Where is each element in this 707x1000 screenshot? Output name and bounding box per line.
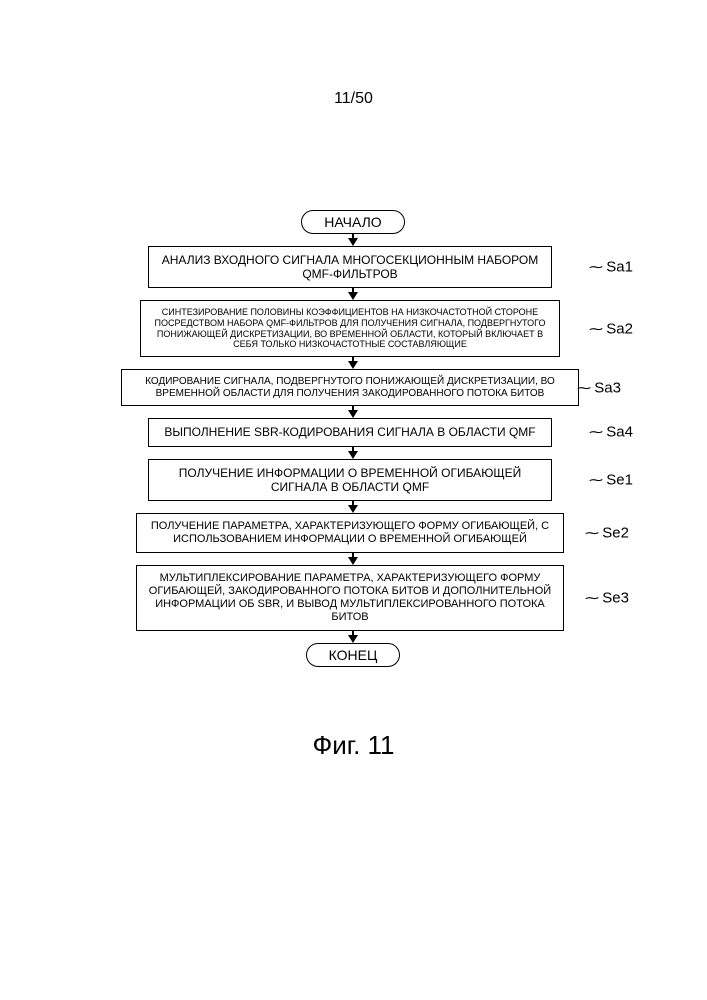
- end-label: КОНЕЦ: [306, 643, 401, 667]
- step-box: МУЛЬТИПЛЕКСИРОВАНИЕ ПАРАМЕТРА, ХАРАКТЕРИ…: [136, 565, 564, 631]
- step-label: Sa1: [606, 259, 633, 276]
- step-box: ВЫПОЛНЕНИЕ SBR-КОДИРОВАНИЯ СИГНАЛА В ОБЛ…: [148, 418, 552, 446]
- connector-icon: ⁓: [585, 589, 599, 606]
- figure-caption: Фиг. 11: [0, 730, 707, 761]
- step-box: ПОЛУЧЕНИЕ ИНФОРМАЦИИ О ВРЕМЕННОЙ ОГИБАЮЩ…: [148, 459, 552, 501]
- arrow-head-icon: [348, 238, 358, 246]
- step-row: КОДИРОВАНИЕ СИГНАЛА, ПОДВЕРГНУТОГО ПОНИЖ…: [113, 369, 593, 407]
- arrow-head-icon: [348, 635, 358, 643]
- arrow-head-icon: [348, 292, 358, 300]
- step-label: Sa3: [594, 379, 621, 396]
- step-box: АНАЛИЗ ВХОДНОГО СИГНАЛА МНОГОСЕКЦИОННЫМ …: [148, 246, 552, 288]
- connector-icon: ⁓: [589, 424, 603, 441]
- step-box: СИНТЕЗИРОВАНИЕ ПОЛОВИНЫ КОЭФФИЦИЕНТОВ НА…: [140, 300, 560, 356]
- arrow-head-icon: [348, 451, 358, 459]
- connector-icon: ⁓: [589, 471, 603, 488]
- page: 11/50 НАЧАЛО АНАЛИЗ ВХОДНОГО СИГНАЛА МНО…: [0, 0, 707, 1000]
- step-box: КОДИРОВАНИЕ СИГНАЛА, ПОДВЕРГНУТОГО ПОНИЖ…: [121, 369, 579, 407]
- step-label: Se3: [602, 589, 629, 606]
- arrow-head-icon: [348, 557, 358, 565]
- connector-icon: ⁓: [577, 379, 591, 396]
- page-number: 11/50: [0, 90, 707, 108]
- step-box: ПОЛУЧЕНИЕ ПАРАМЕТРА, ХАРАКТЕРИЗУЮЩЕГО ФО…: [136, 513, 564, 553]
- connector-icon: ⁓: [589, 320, 603, 337]
- step-row: ПОЛУЧЕНИЕ ИНФОРМАЦИИ О ВРЕМЕННОЙ ОГИБАЮЩ…: [113, 459, 593, 501]
- terminator-start: НАЧАЛО: [113, 210, 593, 234]
- arrow-head-icon: [348, 410, 358, 418]
- step-row: СИНТЕЗИРОВАНИЕ ПОЛОВИНЫ КОЭФФИЦИЕНТОВ НА…: [113, 300, 593, 356]
- step-label: Se2: [602, 524, 629, 541]
- start-label: НАЧАЛО: [301, 210, 404, 234]
- terminator-end: КОНЕЦ: [113, 643, 593, 667]
- connector-icon: ⁓: [589, 259, 603, 276]
- flowchart: НАЧАЛО АНАЛИЗ ВХОДНОГО СИГНАЛА МНОГОСЕКЦ…: [113, 210, 593, 667]
- connector-icon: ⁓: [585, 524, 599, 541]
- steps-container: АНАЛИЗ ВХОДНОГО СИГНАЛА МНОГОСЕКЦИОННЫМ …: [113, 246, 593, 643]
- step-label: Se1: [606, 471, 633, 488]
- step-row: АНАЛИЗ ВХОДНОГО СИГНАЛА МНОГОСЕКЦИОННЫМ …: [113, 246, 593, 288]
- step-row: МУЛЬТИПЛЕКСИРОВАНИЕ ПАРАМЕТРА, ХАРАКТЕРИ…: [113, 565, 593, 631]
- step-label: Sa4: [606, 424, 633, 441]
- step-row: ВЫПОЛНЕНИЕ SBR-КОДИРОВАНИЯ СИГНАЛА В ОБЛ…: [113, 418, 593, 446]
- arrow-head-icon: [348, 361, 358, 369]
- arrow-head-icon: [348, 505, 358, 513]
- step-row: ПОЛУЧЕНИЕ ПАРАМЕТРА, ХАРАКТЕРИЗУЮЩЕГО ФО…: [113, 513, 593, 553]
- step-label: Sa2: [606, 320, 633, 337]
